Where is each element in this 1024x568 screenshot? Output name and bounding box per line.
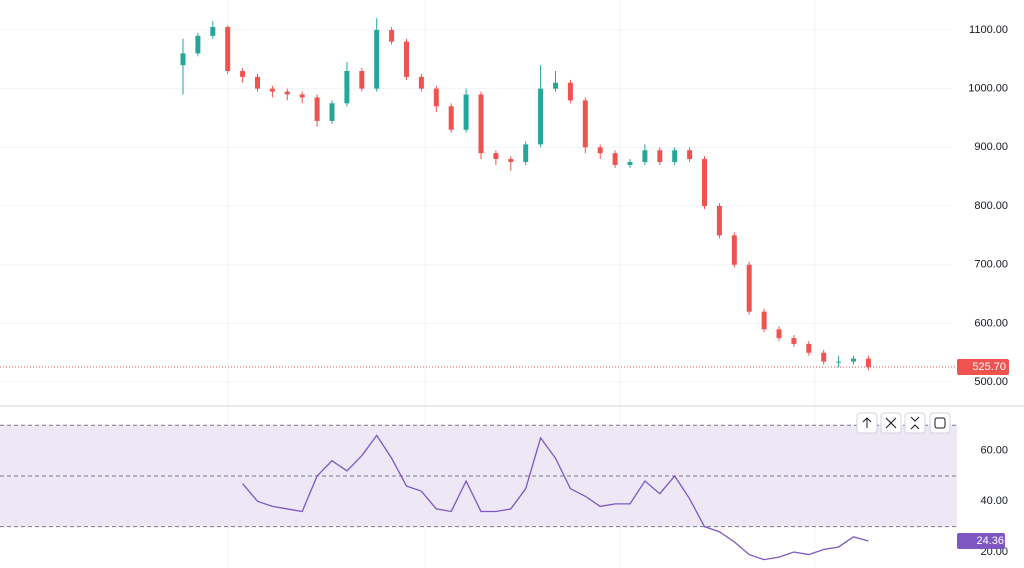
candle-body	[463, 94, 469, 130]
candle-body	[791, 338, 797, 344]
candle-body	[597, 147, 603, 154]
y-tick-label: 700.00	[974, 259, 1008, 271]
candle-body	[299, 94, 305, 98]
candle-body	[865, 358, 871, 368]
candle-body	[731, 235, 737, 265]
y-tick-label: 800.00	[974, 200, 1008, 212]
candle-body	[612, 153, 618, 165]
collapse-button[interactable]	[904, 412, 926, 434]
candle-body	[255, 76, 260, 89]
candle-body	[627, 162, 633, 165]
candle-body	[806, 343, 812, 353]
candle-body	[448, 106, 454, 130]
candle-body	[493, 153, 499, 160]
y-tick-label: 1100.00	[969, 24, 1008, 36]
candle-body	[761, 311, 767, 330]
icon	[910, 416, 920, 430]
candle-body	[776, 329, 782, 339]
candle-body	[672, 150, 678, 162]
candle-body	[389, 29, 395, 42]
candle-body	[433, 88, 439, 107]
icon	[934, 417, 946, 429]
candle-body	[687, 150, 693, 160]
candle-body	[314, 97, 320, 121]
candle-body	[567, 82, 573, 101]
candle-body	[657, 150, 663, 162]
rsi-line	[242, 434, 869, 561]
candle-body	[210, 27, 216, 36]
candle-body	[582, 100, 588, 148]
candle-body	[225, 27, 231, 72]
candle-body	[523, 144, 529, 162]
candle-body	[359, 71, 365, 89]
candle-body	[508, 159, 514, 162]
last-price-label: 525.70	[972, 361, 1006, 373]
candle-body	[836, 361, 842, 363]
y-tick-label: 600.00	[974, 317, 1008, 329]
last-value-box	[957, 532, 1005, 549]
candle-body	[269, 88, 275, 92]
maximize-button[interactable]	[929, 412, 951, 434]
last-value-label: 24.36	[976, 535, 1004, 547]
candle-body	[344, 71, 350, 104]
candle-body	[404, 41, 409, 77]
icon	[885, 417, 897, 429]
y-tick-label: 40.00	[980, 495, 1008, 507]
y-tick-label: 500.00	[974, 376, 1008, 388]
candle-body	[329, 103, 335, 121]
candle-body	[418, 76, 424, 89]
candle-body	[374, 29, 380, 89]
candle-body	[284, 91, 290, 95]
candle-body	[702, 159, 707, 207]
candle-body	[851, 358, 856, 362]
candle-body	[180, 53, 186, 66]
candle-body	[746, 264, 752, 312]
pane-toolbar	[856, 412, 951, 434]
icon	[862, 417, 872, 428]
candle-body	[240, 71, 246, 77]
candle-body	[553, 82, 558, 89]
candle-body	[642, 150, 648, 162]
candle-body	[195, 35, 201, 54]
y-tick-label: 60.00	[980, 445, 1008, 457]
candle-body	[538, 88, 544, 145]
candle-body	[821, 352, 827, 362]
y-tick-label: 1000.00	[968, 83, 1008, 95]
last-price-box	[957, 359, 1009, 376]
y-tick-label: 900.00	[974, 141, 1008, 153]
candle-body	[716, 206, 722, 236]
candle-body	[478, 94, 484, 154]
